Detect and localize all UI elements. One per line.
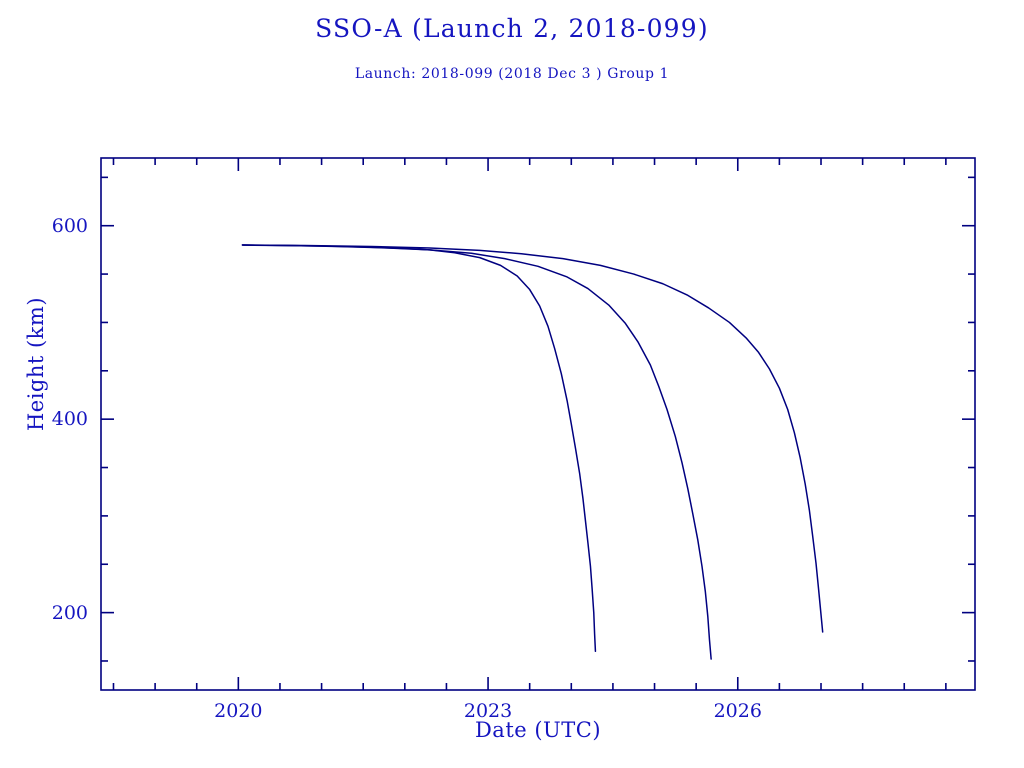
chart-title: SSO-A (Launch 2, 2018-099) <box>315 14 709 43</box>
plot-border <box>100 157 976 691</box>
x-axis-label: Date (UTC) <box>474 718 602 742</box>
y-tick-label: 200 <box>51 601 88 624</box>
chart-subtitle: Launch: 2018-099 (2018 Dec 3 ) Group 1 <box>354 66 670 82</box>
x-tick-label: 2023 <box>463 700 513 722</box>
decay-curve <box>241 244 597 653</box>
axis-frame <box>100 157 976 691</box>
y-tick-label: 400 <box>51 408 88 431</box>
tick-marks <box>101 158 975 690</box>
y-tick-label: 600 <box>51 214 88 237</box>
x-tick-label: 2026 <box>713 700 762 722</box>
decay-curve <box>241 244 712 660</box>
decay-curve <box>241 244 824 633</box>
data-curves <box>241 244 824 660</box>
x-tick-label: 2020 <box>214 700 263 722</box>
